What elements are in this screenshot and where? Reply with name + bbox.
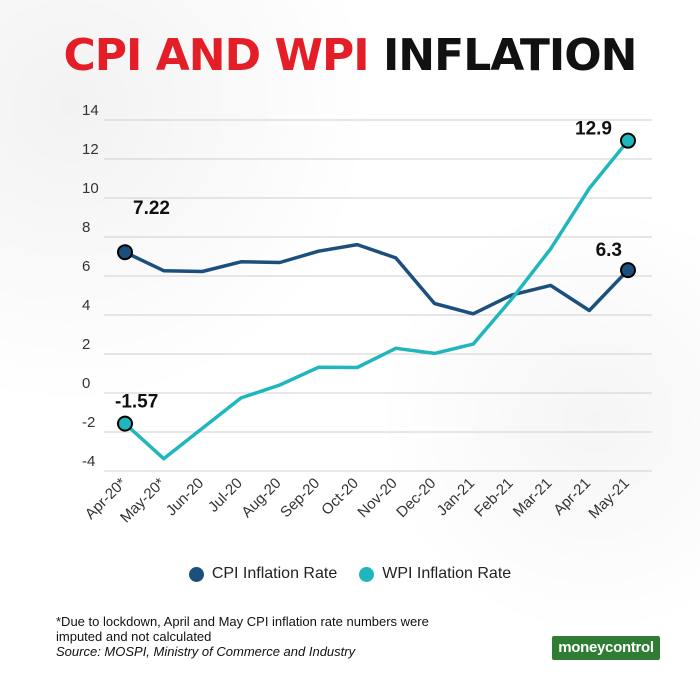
legend-swatch-wpi bbox=[359, 566, 375, 582]
data-point-1 bbox=[620, 262, 636, 279]
legend: CPI Inflation Rate WPI Inflation Rate bbox=[0, 565, 700, 583]
y-tick-label-6: 2 bbox=[82, 336, 90, 353]
y-tick-label-9: -4 bbox=[82, 453, 95, 470]
y-tick-label-8: -2 bbox=[82, 414, 95, 431]
data-point-2 bbox=[117, 415, 133, 432]
x-axis-ticks: Apr-20*May-20*Jun-20Jul-20Aug-20Sep-20Oc… bbox=[82, 475, 633, 527]
footnote-note: *Due to lockdown, April and May CPI infl… bbox=[56, 614, 429, 644]
data-labels: 7.22 6.3 -1.57 12.9 bbox=[115, 119, 622, 413]
y-tick-label-2: 10 bbox=[82, 180, 99, 197]
y-tick-label-7: 0 bbox=[82, 375, 90, 392]
title-part-black: INFLATION bbox=[382, 30, 638, 81]
chart-title: CPI AND WPI INFLATION bbox=[0, 30, 700, 81]
data-label-3: 12.9 bbox=[575, 119, 612, 140]
x-tick-label-2: Jun-20 bbox=[163, 475, 207, 519]
legend-item-cpi: CPI Inflation Rate bbox=[188, 565, 338, 583]
x-tick-label-7: Nov-20 bbox=[354, 475, 400, 521]
x-tick-label-4: Aug-20 bbox=[238, 475, 284, 521]
data-point-3 bbox=[620, 132, 636, 149]
y-axis-ticks: 14 12 10 8 6 4 2 0 -2 -4 bbox=[82, 102, 99, 470]
data-label-2: -1.57 bbox=[115, 392, 158, 413]
legend-item-wpi: WPI Inflation Rate bbox=[359, 565, 511, 583]
x-tick-label-6: Oct-20 bbox=[318, 475, 362, 519]
x-tick-label-13: May-21 bbox=[585, 475, 632, 522]
y-tick-label-3: 8 bbox=[82, 219, 90, 236]
data-label-0: 7.22 bbox=[133, 198, 170, 219]
legend-swatch-cpi bbox=[188, 566, 204, 582]
footnote: *Due to lockdown, April and May CPI infl… bbox=[56, 614, 456, 659]
y-tick-label-5: 4 bbox=[82, 297, 90, 314]
legend-label-cpi: CPI Inflation Rate bbox=[211, 565, 338, 582]
series-line-wpi bbox=[123, 138, 630, 461]
moneycontrol-logo: moneycontrol bbox=[552, 636, 660, 660]
series-points bbox=[117, 132, 636, 432]
x-tick-label-10: Feb-21 bbox=[471, 475, 517, 521]
title-part-red: CPI AND WPI bbox=[63, 30, 370, 81]
footnote-source: Source: MOSPI, Ministry of Commerce and … bbox=[56, 644, 356, 659]
y-tick-label-4: 6 bbox=[82, 258, 90, 275]
series-line-cpi bbox=[123, 242, 630, 316]
x-tick-label-8: Dec-20 bbox=[393, 475, 439, 521]
y-tick-label-0: 14 bbox=[82, 102, 99, 119]
x-tick-label-11: Mar-21 bbox=[510, 475, 556, 521]
legend-label-wpi: WPI Inflation Rate bbox=[382, 565, 512, 582]
data-label-1: 6.3 bbox=[596, 240, 622, 261]
series-lines bbox=[123, 138, 630, 461]
grid-lines bbox=[104, 119, 652, 472]
data-point-0 bbox=[117, 244, 133, 261]
x-tick-label-5: Sep-20 bbox=[277, 475, 323, 521]
y-tick-label-1: 12 bbox=[82, 141, 99, 158]
x-tick-label-9: Jan-21 bbox=[434, 475, 478, 519]
